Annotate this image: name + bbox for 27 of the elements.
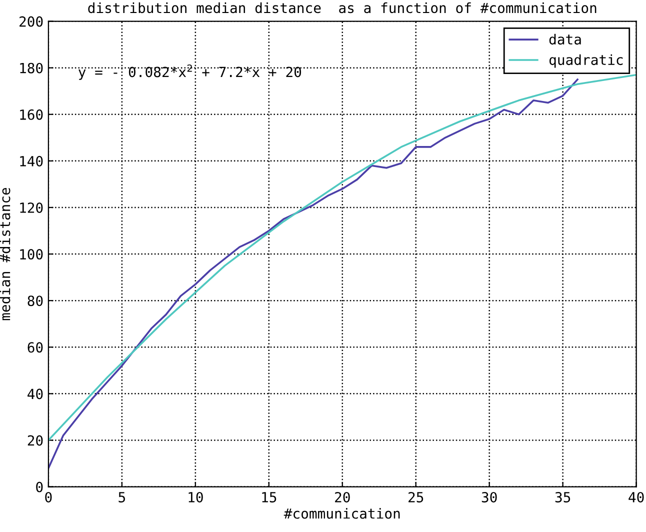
line-series xyxy=(48,78,578,470)
y-tick-label: 120 xyxy=(20,202,43,213)
x-tick-label: 35 xyxy=(555,492,570,502)
x-tick-label: 5 xyxy=(118,492,125,502)
x-tick-label: 15 xyxy=(262,492,276,502)
y-axis-title: median #distance xyxy=(0,188,10,320)
y-tick-label: 140 xyxy=(20,156,43,166)
legend-label: data xyxy=(549,34,581,45)
chart-title: distribution median distance as a function of #communication xyxy=(88,2,596,14)
x-tick-label: 40 xyxy=(628,492,644,502)
y-tick-label: 60 xyxy=(28,342,43,353)
x-tick-label: 0 xyxy=(45,492,52,502)
y-tick-label: 80 xyxy=(28,296,43,306)
legend-label: quadratic xyxy=(549,54,623,68)
x-tick-label: 10 xyxy=(188,492,203,502)
y-tick-label: 200 xyxy=(20,16,43,27)
y-tick-label: 40 xyxy=(28,388,43,400)
y-tick-label: 20 xyxy=(28,435,43,446)
y-tick-label: 160 xyxy=(20,109,43,120)
annotation: y = - 0.082*x$^{2}$ + 7.2*x + 20 xyxy=(78,64,302,80)
y-tick-label: 180 xyxy=(20,62,43,74)
y-tick-label: 0 xyxy=(36,482,43,492)
x-tick-label: 30 xyxy=(482,492,497,502)
x-tick-label: 20 xyxy=(335,492,350,502)
x-axis-title: #communication xyxy=(284,508,400,519)
y-tick-label: 100 xyxy=(20,249,43,260)
x-tick-label: 25 xyxy=(408,492,424,502)
